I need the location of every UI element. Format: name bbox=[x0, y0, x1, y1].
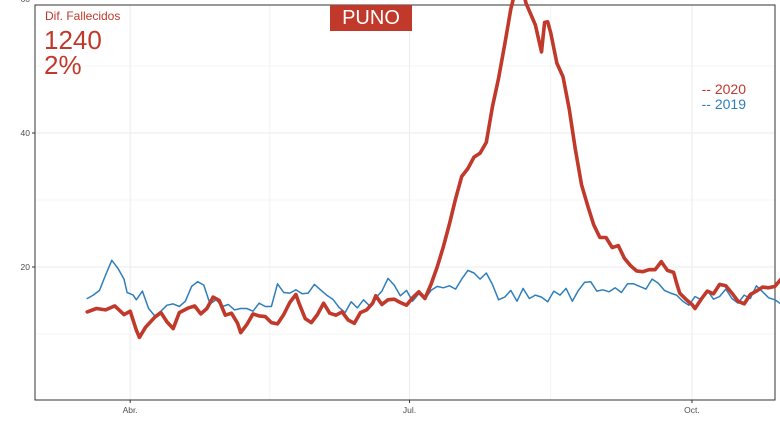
legend-item-2020: -- 2020 bbox=[701, 81, 746, 97]
y-tick-label: 40 bbox=[21, 128, 31, 138]
x-axis: Abr. Jul. Oct. bbox=[123, 400, 700, 415]
plot-panel-border bbox=[34, 4, 776, 401]
x-tick-label: Abr. bbox=[123, 405, 138, 415]
y-axis: 20 40 60 bbox=[21, 0, 35, 272]
y-tick-label: 20 bbox=[21, 262, 31, 272]
x-tick-label: Jul. bbox=[403, 405, 416, 415]
legend-item-2019: -- 2019 bbox=[701, 96, 746, 112]
grid bbox=[35, 5, 775, 400]
series-lines bbox=[85, 0, 780, 340]
annotation-percent: 2% bbox=[44, 50, 82, 80]
series-line-2020 bbox=[85, 0, 780, 340]
chart-title: PUNO bbox=[330, 5, 412, 31]
series-line-2019 bbox=[86, 259, 780, 317]
annotation-label: Dif. Fallecidos bbox=[45, 9, 121, 23]
annotation-value: 1240 bbox=[44, 25, 102, 55]
y-tick-label: 60 bbox=[21, 0, 31, 4]
x-tick-label: Oct. bbox=[684, 405, 700, 415]
